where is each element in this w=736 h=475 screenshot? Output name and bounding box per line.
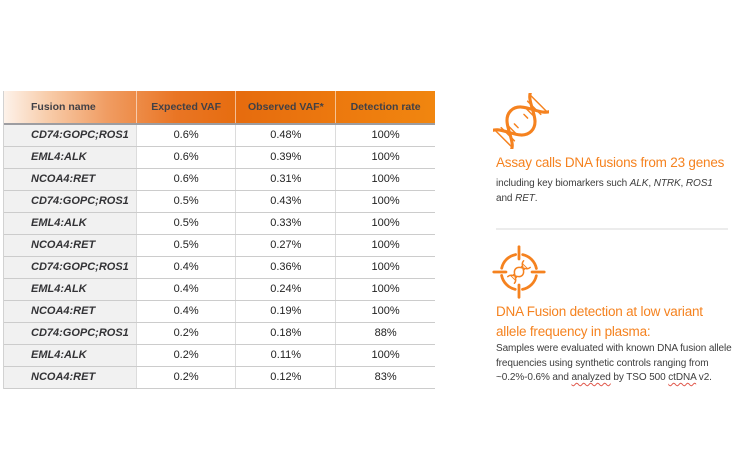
table-row: CD74:GOPC;ROS1 0.5% 0.43% 100% <box>4 191 435 213</box>
section1-headline: Assay calls DNA fusions from 23 genes <box>496 153 724 173</box>
text-segment: by TSO 500 <box>610 372 669 383</box>
table-body: CD74:GOPC;ROS1 0.6% 0.48% 100% EML4:ALK 0.6% 0… <box>4 125 435 389</box>
column-header-observed-vaf: Observed VAF* <box>235 91 335 123</box>
fusion-name-cell: CD74:GOPC;ROS1 <box>4 191 136 212</box>
value-cell: 0.27% <box>235 235 336 256</box>
table-row: NCOA4:RET 0.5% 0.27% 100% <box>4 235 435 257</box>
fusion-name-cell: EML4:ALK <box>4 279 136 300</box>
value-cell: 100% <box>335 301 435 322</box>
table-row: CD74:GOPC;ROS1 0.4% 0.36% 100% <box>4 257 435 279</box>
column-header-expected-vaf: Expected VAF <box>135 91 236 123</box>
value-cell: 0.5% <box>135 235 236 256</box>
value-cell: 0.6% <box>135 125 236 146</box>
text-segment: , <box>648 178 654 189</box>
value-cell: 0.4% <box>135 301 236 322</box>
value-cell: 0.4% <box>135 257 236 278</box>
text-segment: DNA Fusion detection at low variant <box>496 304 703 319</box>
table-row: EML4:ALK 0.6% 0.39% 100% <box>4 147 435 169</box>
table-row: EML4:ALK 0.2% 0.11% 100% <box>4 345 435 367</box>
value-cell: 100% <box>335 345 435 366</box>
value-cell: 0.2% <box>135 367 236 388</box>
text-segment: analyzed <box>571 372 611 383</box>
text-segment: ~0.2%-0.6% and <box>496 372 572 383</box>
value-cell: 0.18% <box>235 323 336 344</box>
text-segment: . <box>534 192 538 204</box>
text-segment: RET <box>515 192 535 204</box>
value-cell: 0.39% <box>235 147 336 168</box>
table-row: EML4:ALK 0.4% 0.24% 100% <box>4 279 435 301</box>
section-divider <box>496 228 728 230</box>
value-cell: 0.11% <box>235 345 336 366</box>
text-segment: ROS1 <box>685 178 713 189</box>
section2-headline: DNA Fusion detection at low variant allel… <box>496 302 703 342</box>
text-segment: v2. <box>696 372 712 383</box>
fusion-name-cell: EML4:ALK <box>4 213 136 234</box>
table-row: NCOA4:RET 0.6% 0.31% 100% <box>4 169 435 191</box>
value-cell: 0.19% <box>235 301 336 322</box>
value-cell: 0.5% <box>135 191 236 212</box>
value-cell: 100% <box>335 235 435 256</box>
value-cell: 88% <box>335 323 435 344</box>
table-row: EML4:ALK 0.5% 0.33% 100% <box>4 213 435 235</box>
text-segment: frequencies using synthetic controls ran… <box>496 357 709 369</box>
value-cell: 100% <box>335 147 435 168</box>
value-cell: 0.12% <box>235 367 336 388</box>
table-row: NCOA4:RET 0.2% 0.12% 83% <box>4 367 435 389</box>
value-cell: 0.48% <box>235 125 336 146</box>
value-cell: 0.6% <box>135 169 236 190</box>
fusion-name-cell: NCOA4:RET <box>4 367 136 388</box>
value-cell: 0.4% <box>135 279 236 300</box>
fusion-name-cell: NCOA4:RET <box>4 235 136 256</box>
value-cell: 100% <box>335 213 435 234</box>
value-cell: 0.33% <box>235 213 336 234</box>
value-cell: 0.31% <box>235 169 336 190</box>
dna-target-icon <box>491 244 547 305</box>
fusion-name-cell: NCOA4:RET <box>4 169 136 190</box>
dna-helix-icon <box>487 87 555 155</box>
value-cell: 100% <box>335 191 435 212</box>
text-segment: ctDNA <box>668 372 697 383</box>
text-segment: ALK <box>629 178 649 189</box>
text-segment: Assay calls DNA fusions from 23 genes <box>496 155 725 170</box>
fusion-name-cell: EML4:ALK <box>4 345 136 366</box>
fusion-name-cell: NCOA4:RET <box>4 301 136 322</box>
value-cell: 0.36% <box>235 257 336 278</box>
column-header-detection-rate: Detection rate <box>335 91 435 123</box>
text-segment: Samples were evaluated with known DNA fu… <box>496 343 732 354</box>
text-segment: including key biomarkers such <box>496 178 630 189</box>
value-cell: 0.43% <box>235 191 336 212</box>
table-row: CD74:GOPC;ROS1 0.6% 0.48% 100% <box>4 125 435 147</box>
fusion-name-cell: CD74:GOPC;ROS1 <box>4 257 136 278</box>
table-row: NCOA4:RET 0.4% 0.19% 100% <box>4 301 435 323</box>
value-cell: 83% <box>335 367 435 388</box>
table-row: CD74:GOPC;ROS1 0.2% 0.18% 88% <box>4 323 435 345</box>
fusion-name-cell: CD74:GOPC;ROS1 <box>4 125 136 146</box>
fusion-name-cell: EML4:ALK <box>4 147 136 168</box>
section1-body: including key biomarkers such ALK, NTRK,… <box>496 177 713 206</box>
value-cell: 0.6% <box>135 147 236 168</box>
fusion-table: Fusion name Expected VAF Observed VAF* D… <box>3 91 435 389</box>
column-header-fusion-name: Fusion name <box>31 101 96 113</box>
value-cell: 0.2% <box>135 345 236 366</box>
value-cell: 0.5% <box>135 213 236 234</box>
text-segment: and <box>496 192 516 204</box>
text-segment: allele frequency in plasma: <box>496 324 651 339</box>
fusion-name-cell: CD74:GOPC;ROS1 <box>4 323 136 344</box>
value-cell: 0.2% <box>135 323 236 344</box>
table-header-row: Fusion name Expected VAF Observed VAF* D… <box>4 91 435 125</box>
value-cell: 0.24% <box>235 279 336 300</box>
value-cell: 100% <box>335 125 435 146</box>
value-cell: 100% <box>335 169 435 190</box>
value-cell: 100% <box>335 279 435 300</box>
text-segment: , <box>680 178 686 189</box>
text-segment: NTRK <box>653 178 681 189</box>
value-cell: 100% <box>335 257 435 278</box>
section2-body: Samples were evaluated with known DNA fu… <box>496 342 732 386</box>
